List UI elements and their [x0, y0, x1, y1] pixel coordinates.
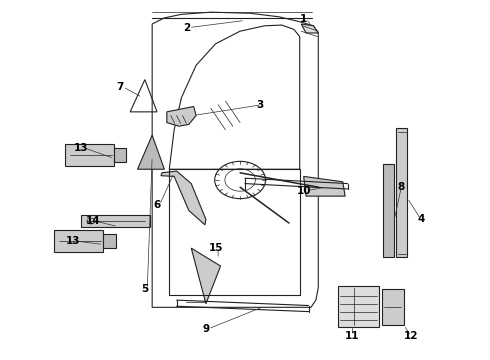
- Text: 9: 9: [202, 324, 209, 334]
- Text: 15: 15: [208, 243, 223, 253]
- Bar: [396, 128, 407, 257]
- Polygon shape: [304, 176, 345, 196]
- Bar: [54, 230, 103, 252]
- Bar: [65, 144, 114, 166]
- Text: 13: 13: [74, 143, 89, 153]
- Text: 11: 11: [345, 331, 360, 341]
- Bar: [382, 289, 404, 325]
- Bar: [103, 234, 116, 248]
- Text: 1: 1: [300, 14, 307, 24]
- Polygon shape: [138, 135, 164, 169]
- Text: 10: 10: [296, 186, 311, 196]
- Text: 3: 3: [256, 100, 263, 110]
- Bar: [383, 164, 393, 257]
- Text: 2: 2: [183, 23, 190, 33]
- Text: 5: 5: [141, 284, 148, 294]
- Text: 12: 12: [404, 331, 418, 341]
- Polygon shape: [161, 171, 206, 225]
- Bar: [114, 148, 126, 162]
- Polygon shape: [301, 24, 319, 33]
- Bar: [338, 286, 379, 327]
- Text: 6: 6: [153, 200, 161, 210]
- Text: 13: 13: [66, 236, 80, 246]
- Text: 14: 14: [86, 216, 101, 226]
- Polygon shape: [191, 248, 220, 304]
- Text: 4: 4: [417, 215, 425, 224]
- Bar: [81, 215, 150, 227]
- Text: 8: 8: [398, 182, 405, 192]
- Text: 7: 7: [117, 82, 124, 92]
- Polygon shape: [167, 107, 196, 126]
